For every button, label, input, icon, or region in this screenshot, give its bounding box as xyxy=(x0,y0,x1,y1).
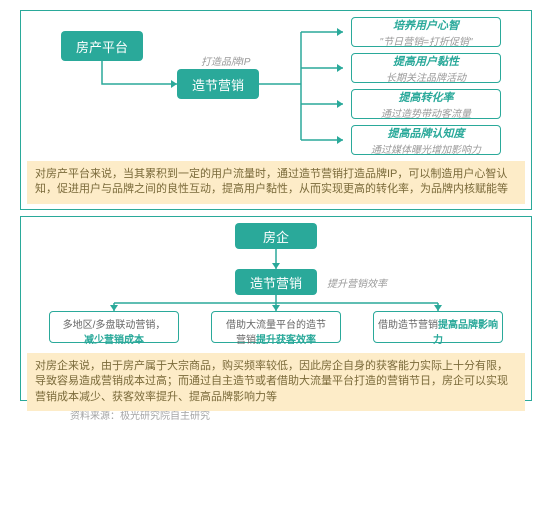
outcome-0: 培养用户心智"节日营销=打折促销" xyxy=(351,17,501,47)
section-developer: 房企 造节营销 提升营销效率 多地区/多盘联动营销，减少营销成本借助大流量平台的… xyxy=(20,216,532,401)
outcome-title: 培养用户心智 xyxy=(393,17,459,33)
outcome-sub: 长期关注品牌活动 xyxy=(386,69,466,84)
outcome-title: 提高用户黏性 xyxy=(393,53,459,69)
flowchart-developer: 房企 造节营销 提升营销效率 多地区/多盘联动营销，减少营销成本借助大流量平台的… xyxy=(21,217,531,353)
node-root-developer: 房企 xyxy=(235,223,317,249)
node-mid-festival-2: 造节营销 xyxy=(235,269,317,295)
outcome-sub: 通过造势带动客流量 xyxy=(381,105,471,120)
dev-outcome-0: 多地区/多盘联动营销，减少营销成本 xyxy=(49,311,179,343)
outcome-sub: 通过媒体曝光增加影响力 xyxy=(371,141,481,156)
note-platform: 对房产平台来说，当其累积到一定的用户流量时，通过造节营销打造品牌IP，可以制造用… xyxy=(27,161,525,204)
dev-outcome-2: 借助造节营销提高品牌影响力 xyxy=(373,311,503,343)
note-developer: 对房企来说，由于房产属于大宗商品，购买频率较低，因此房企自身的获客能力实际上十分… xyxy=(27,353,525,411)
outcome-title: 提高品牌认知度 xyxy=(388,125,465,141)
node-mid-festival: 造节营销 xyxy=(177,69,259,99)
outcome-2: 提高转化率通过造势带动客流量 xyxy=(351,89,501,119)
outcome-1: 提高用户黏性长期关注品牌活动 xyxy=(351,53,501,83)
flowchart-platform: 房产平台 造节营销 打造品牌IP 培养用户心智"节日营销=打折促销" 提高用户黏性… xyxy=(21,11,531,161)
edge-label-brand-ip: 打造品牌IP xyxy=(201,53,250,68)
outcome-3: 提高品牌认知度通过媒体曝光增加影响力 xyxy=(351,125,501,155)
dev-outcome-1: 借助大流量平台的造节营销提升获客效率 xyxy=(211,311,341,343)
node-root-platform: 房产平台 xyxy=(61,31,143,61)
outcome-title: 提高转化率 xyxy=(399,89,454,105)
section-property-platform: 房产平台 造节营销 打造品牌IP 培养用户心智"节日营销=打折促销" 提高用户黏性… xyxy=(20,10,532,210)
edge-label-efficiency: 提升营销效率 xyxy=(327,275,387,290)
outcome-sub: "节日营销=打折促销" xyxy=(380,33,473,48)
